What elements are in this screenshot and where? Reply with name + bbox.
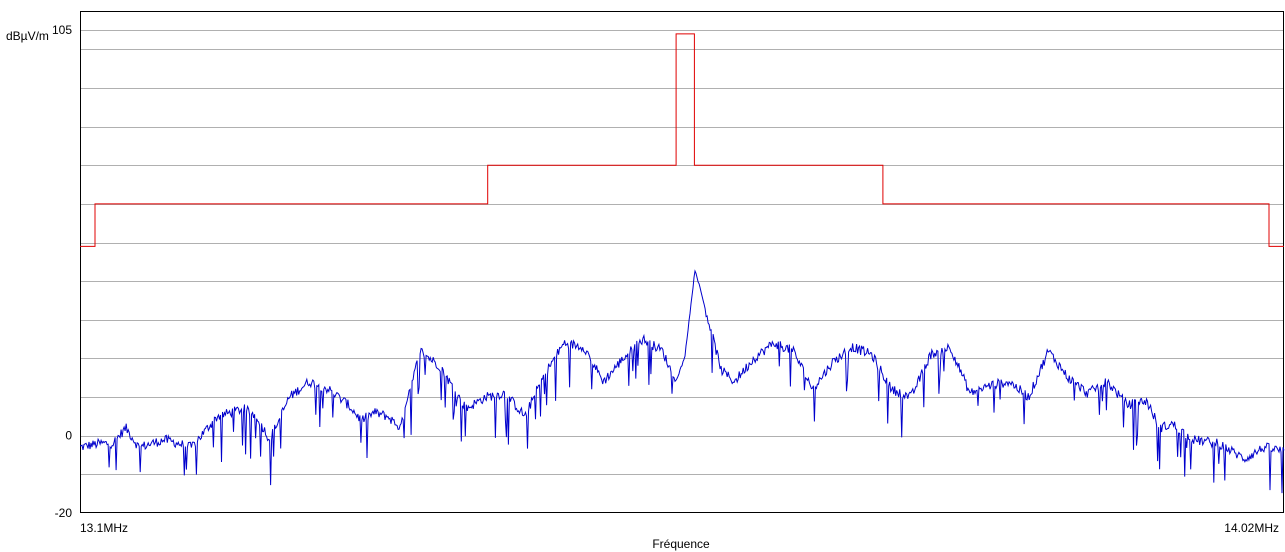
limit-line-series [80, 33, 1284, 247]
plot-frame [80, 11, 1284, 513]
y-axis-label: dBµV/m [6, 29, 49, 43]
y-tick-label: 105 [52, 23, 72, 37]
series-layer [80, 33, 1285, 494]
x-tick-label: 13.1MHz [80, 521, 128, 535]
y-tick-label: -20 [55, 506, 73, 520]
x-tick-labels: 13.1MHz 14.02MHz [80, 521, 1279, 535]
x-axis-label: Fréquence [652, 537, 710, 551]
grid-lines [80, 30, 1284, 475]
y-tick-labels: 105 0 -20 [52, 23, 72, 520]
x-tick-label: 14.02MHz [1224, 521, 1279, 535]
y-tick-label: 0 [65, 429, 72, 443]
measured-spectrum-series [80, 269, 1285, 494]
